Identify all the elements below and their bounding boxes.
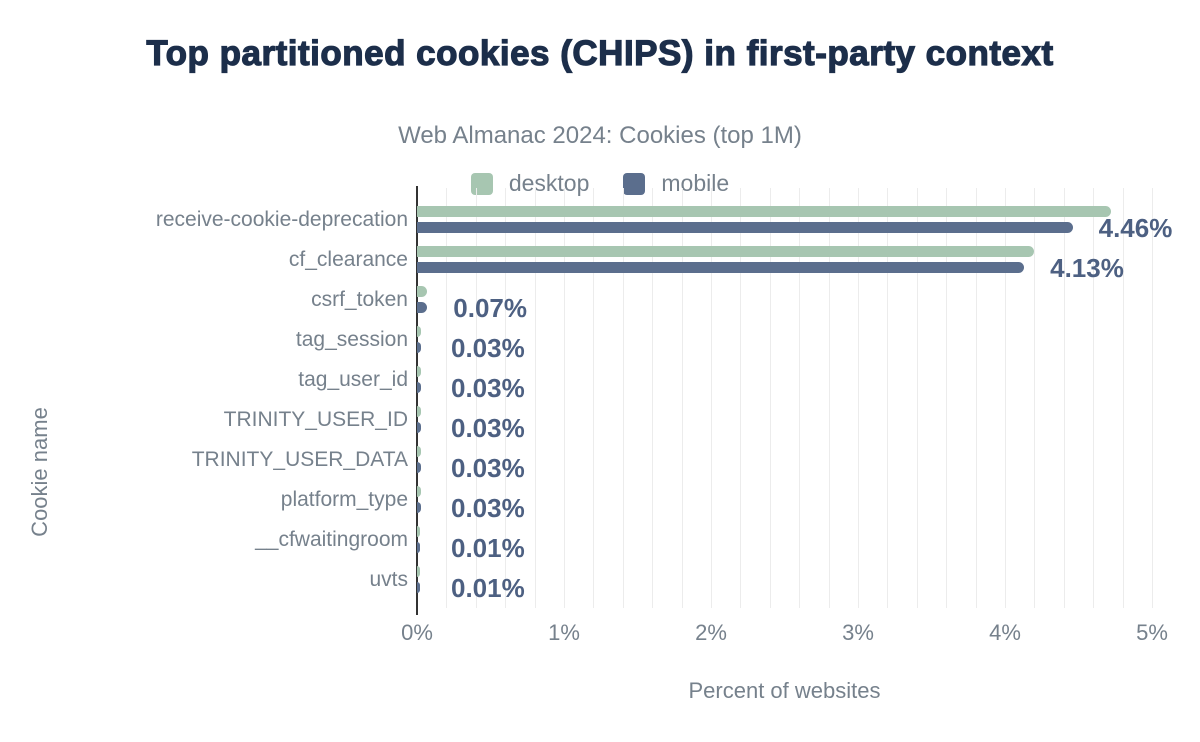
desktop-bar — [417, 366, 422, 377]
gridline — [946, 188, 948, 608]
gridline — [652, 188, 654, 608]
value-label: 4.46% — [1098, 213, 1173, 243]
desktop-bar — [417, 526, 420, 537]
category-label: platform_type — [280, 488, 408, 511]
category-label: TRINITY_USER_ID — [223, 408, 408, 431]
mobile-bar — [417, 382, 422, 393]
gridline — [534, 188, 536, 608]
value-label: 0.03% — [451, 373, 525, 403]
gridline — [505, 188, 507, 608]
gridline — [711, 188, 712, 608]
value-label: 4.13% — [1050, 253, 1124, 283]
gridline — [1122, 188, 1124, 608]
x-tick-label: 2% — [695, 620, 727, 645]
gridline — [799, 188, 801, 608]
mobile-bar — [417, 582, 420, 593]
desktop-bar — [417, 446, 422, 457]
gridline — [916, 188, 918, 608]
gridline — [593, 188, 595, 608]
mobile-bar — [417, 542, 420, 553]
category-label: __cfwaitingroom — [255, 528, 408, 551]
gridline — [828, 188, 830, 608]
value-label: 0.01% — [451, 573, 525, 603]
legend-item-mobile[interactable]: mobile — [623, 170, 729, 197]
x-tick-label: 0% — [401, 620, 433, 645]
category-label: cf_clearance — [288, 248, 408, 271]
desktop-bar — [417, 566, 420, 577]
mobile-bar — [417, 462, 422, 473]
gridline — [681, 188, 683, 608]
desktop-bar — [417, 486, 422, 497]
x-tick-label: 3% — [842, 620, 874, 645]
x-tick-label: 4% — [989, 620, 1021, 645]
category-label: tag_user_id — [298, 368, 408, 391]
mobile-swatch-icon — [623, 172, 646, 195]
mobile-bar — [417, 262, 1025, 273]
chart-subtitle: Web Almanac 2024: Cookies (top 1M) — [398, 122, 802, 149]
category-label: tag_session — [295, 328, 408, 351]
gridline — [887, 188, 889, 608]
gridline — [740, 188, 742, 608]
chart-title: Top partitioned cookies (CHIPS) in first… — [146, 33, 1054, 73]
gridline — [1034, 188, 1036, 608]
desktop-bar — [417, 246, 1035, 257]
value-label: 0.03% — [451, 413, 525, 443]
value-label: 0.01% — [451, 533, 525, 563]
y-axis-title: Cookie name — [27, 407, 52, 537]
category-label: receive-cookie-deprecation — [155, 208, 408, 231]
value-label: 0.03% — [451, 453, 525, 483]
desktop-bar — [417, 406, 422, 417]
gridline — [1005, 188, 1006, 608]
x-tick-label: 1% — [548, 620, 580, 645]
category-label: TRINITY_USER_DATA — [191, 448, 408, 471]
desktop-bar — [417, 286, 428, 297]
gridline — [975, 188, 977, 608]
gridline — [475, 188, 477, 608]
legend-label-mobile: mobile — [661, 170, 730, 196]
mobile-bar — [417, 342, 422, 353]
x-axis-title: Percent of websites — [688, 678, 881, 703]
mobile-bar — [417, 502, 422, 513]
value-label: 0.07% — [453, 293, 528, 323]
gridline — [1093, 188, 1095, 608]
gridline — [564, 188, 565, 608]
legend-item-desktop[interactable]: desktop — [470, 170, 590, 197]
mobile-bar — [417, 422, 422, 433]
value-label: 0.03% — [451, 493, 525, 523]
y-axis-line — [416, 186, 418, 615]
mobile-bar — [417, 222, 1073, 233]
category-label: csrf_token — [311, 288, 408, 311]
mobile-bar — [417, 302, 428, 313]
value-label: 0.03% — [451, 333, 525, 363]
category-label: uvts — [369, 568, 408, 591]
gridline — [1152, 188, 1153, 608]
desktop-bar — [417, 206, 1111, 217]
gridline — [1063, 188, 1065, 608]
legend: desktop mobile — [0, 170, 1200, 197]
gridline — [858, 188, 859, 608]
x-tick-label: 5% — [1136, 620, 1168, 645]
gridline — [622, 188, 624, 608]
desktop-bar — [417, 326, 422, 337]
gridline — [446, 188, 448, 608]
legend-label-desktop: desktop — [508, 170, 590, 196]
gridline — [769, 188, 771, 608]
